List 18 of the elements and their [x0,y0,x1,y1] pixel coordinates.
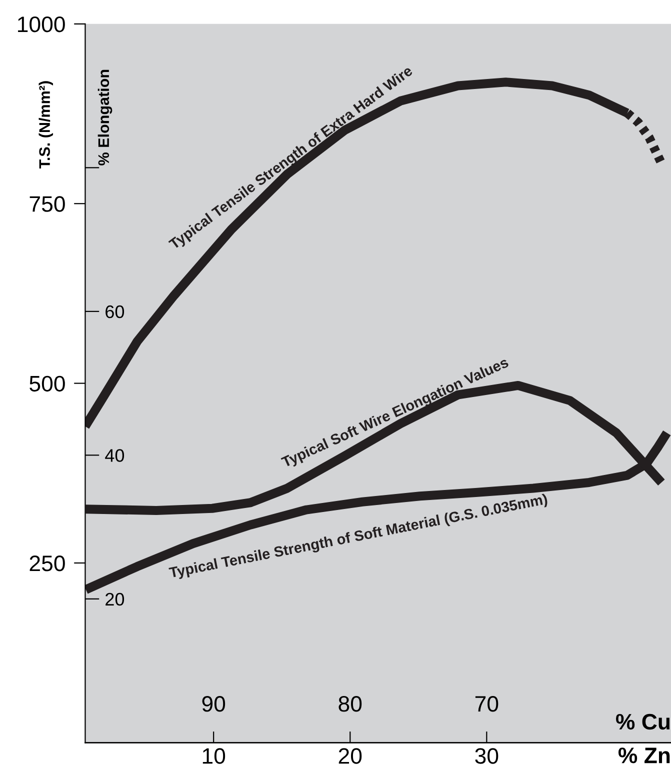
y-tick-label: 1000 [18,16,65,32]
x-tick-label: 10 [202,748,226,764]
x2-tick-label: 80 [338,696,362,712]
y-tick-label: 250 [30,556,65,572]
y2-tick-label: 20 [106,592,124,606]
y-tick-label: 500 [30,376,65,392]
text: Typical Tensile Strength of Soft Material (G.S. 0.035mm) [168,493,548,581]
x-axis-title: % Zn [618,748,670,764]
x-tick-label: 30 [475,748,498,764]
y2-tick-label: 40 [105,449,124,462]
x2-tick-label: 90 [202,696,226,712]
x2-axis-title: % Cu [616,714,670,730]
y2-axis-title: % Elongation [98,70,112,166]
y-tick-label: 750 [30,196,65,212]
y-axis-title: T.S. (N/mm²) [38,81,53,169]
y2-tick-label: 60 [106,305,124,318]
x-tick-label: 20 [338,748,362,764]
x2-tick-label: 70 [475,696,498,712]
